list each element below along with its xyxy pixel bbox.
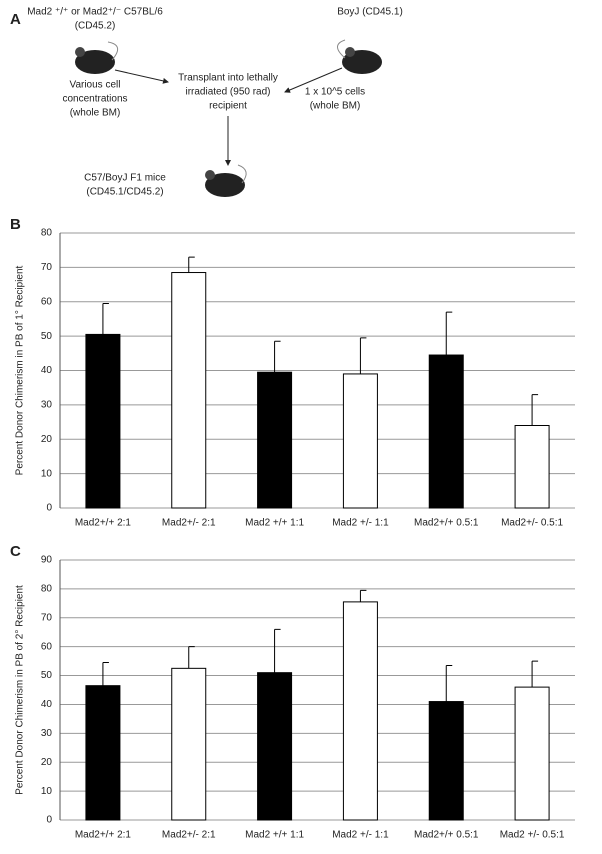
error-bar (445, 664, 453, 702)
competitor-cells: 1 x 10^5 cells (305, 87, 365, 98)
bar (342, 373, 378, 509)
x-tick-label: Mad2 +/+ 1:1 (245, 830, 304, 841)
x-tick-label: Mad2 +/- 1:1 (332, 830, 389, 841)
x-tick-label: Mad2 +/- 0.5:1 (500, 830, 565, 841)
mouse-icon (205, 164, 247, 197)
error-bar (531, 394, 539, 426)
panel-label: B (10, 216, 21, 233)
x-tick-label: Mad2+/+ 2:1 (75, 830, 132, 841)
panel-label: A (10, 11, 21, 28)
y-tick-label: 20 (41, 434, 53, 445)
x-tick-label: Mad2 +/+ 1:1 (245, 518, 304, 529)
bar (428, 701, 464, 821)
y-axis-title: Percent Donor Chimerism in PB of 2° Reci… (15, 585, 26, 795)
arrow (284, 67, 343, 93)
y-tick-label: 30 (41, 400, 53, 411)
y-tick-label: 70 (41, 262, 53, 273)
transplant-text: Transplant into lethally (178, 73, 278, 84)
x-tick-label: Mad2+/+ 2:1 (75, 518, 132, 529)
error-bar (359, 337, 367, 374)
y-tick-label: 40 (41, 699, 53, 710)
y-tick-label: 10 (41, 468, 53, 479)
bar (514, 686, 550, 821)
competitor-cells: (whole BM) (310, 101, 361, 112)
y-tick-label: 50 (41, 670, 53, 681)
bar (257, 371, 293, 509)
y-tick-label: 70 (41, 612, 53, 623)
error-bar (445, 311, 453, 356)
x-tick-label: Mad2+/- 0.5:1 (501, 518, 563, 529)
donor-text: Mad2 ⁺/⁺ or Mad2⁺/⁻ C57BL/6 (27, 7, 163, 18)
y-tick-label: 0 (46, 815, 52, 826)
error-bar (531, 660, 539, 688)
error-bar (359, 589, 367, 602)
y-tick-label: 30 (41, 728, 53, 739)
error-bar (102, 302, 109, 335)
bar (428, 354, 464, 509)
transplant-text: recipient (209, 101, 247, 112)
x-tick-label: Mad2+/+ 0.5:1 (414, 830, 479, 841)
mouse-icon (75, 41, 119, 74)
y-tick-label: 60 (41, 296, 53, 307)
y-tick-label: 50 (41, 331, 53, 342)
donor-cells: Various cell (70, 80, 121, 91)
error-bar (274, 628, 281, 673)
y-tick-label: 20 (41, 757, 53, 768)
x-tick-label: Mad2+/- 2:1 (162, 518, 216, 529)
transplant-text: irradiated (950 rad) (185, 87, 270, 98)
bar (85, 333, 121, 509)
y-axis-title: Percent Donor Chimerism in PB of 1° Reci… (15, 265, 26, 475)
error-bar (188, 646, 195, 669)
y-tick-label: 10 (41, 786, 53, 797)
bar (342, 601, 378, 821)
donor-cells: concentrations (62, 94, 127, 105)
bar (257, 672, 293, 821)
y-tick-label: 80 (41, 228, 53, 239)
mouse-icon (337, 39, 382, 74)
error-bar (274, 340, 281, 373)
y-tick-label: 0 (46, 503, 52, 514)
x-tick-label: Mad2+/+ 0.5:1 (414, 518, 479, 529)
recipient-text: (CD45.1/CD45.2) (86, 187, 163, 198)
x-tick-label: Mad2 +/- 1:1 (332, 518, 389, 529)
y-tick-label: 60 (41, 641, 53, 652)
bar (171, 272, 207, 509)
donor-cells: (whole BM) (70, 108, 121, 119)
bar (171, 667, 207, 821)
error-bar (188, 256, 195, 273)
arrow (114, 69, 169, 84)
donor-text: (CD45.2) (75, 21, 116, 32)
bar (514, 425, 550, 509)
error-bar (102, 662, 109, 686)
recipient-text: C57/BoyJ F1 mice (84, 173, 166, 184)
y-tick-label: 40 (41, 365, 53, 376)
y-tick-label: 90 (41, 555, 53, 566)
bar (85, 685, 121, 821)
y-tick-label: 80 (41, 584, 53, 595)
x-tick-label: Mad2+/- 2:1 (162, 830, 216, 841)
competitor-text: BoyJ (CD45.1) (337, 7, 403, 18)
panel-label: C (10, 543, 21, 560)
